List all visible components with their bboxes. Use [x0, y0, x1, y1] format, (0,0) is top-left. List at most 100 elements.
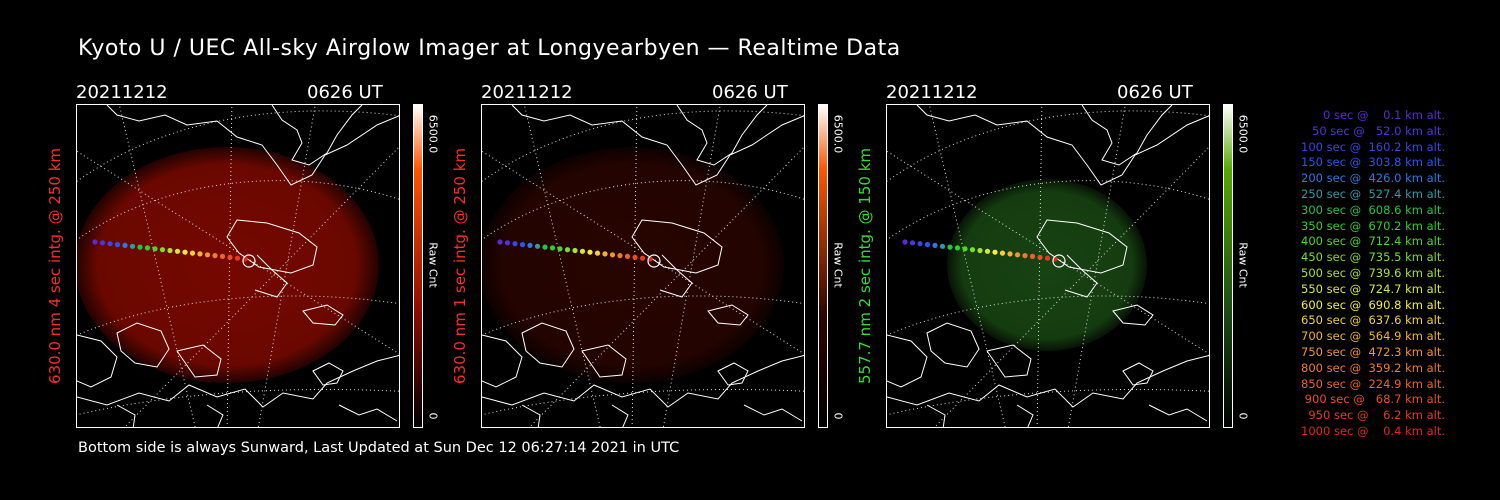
colorbar-max-text: 6500.0 [1236, 114, 1250, 154]
colorbar-max-text: 6500.0 [831, 114, 845, 154]
coastline [1016, 404, 1034, 427]
legend-item: 0 sec @ 0.1 km alt. [1312, 108, 1445, 122]
map-gridline [1036, 105, 1043, 427]
trajectory-point [902, 239, 908, 245]
legend-item: 600 sec @ 690.8 km alt. [1297, 297, 1445, 312]
coastline [717, 362, 749, 386]
colorbar [1223, 104, 1233, 428]
trajectory-point [639, 255, 646, 261]
trajectory-point [1014, 252, 1021, 258]
legend-item: 350 sec @ 670.2 km alt. [1297, 218, 1445, 233]
colorbar-unit-label: Raw Cnt [831, 235, 845, 295]
footer-status: Bottom side is always Sunward, Last Upda… [78, 440, 680, 456]
trajectory-point [1022, 253, 1028, 259]
trajectory-point [107, 241, 113, 247]
coastline [887, 354, 1209, 408]
trajectory-point [114, 242, 121, 248]
legend-item: 700 sec @ 564.9 km alt. [1297, 329, 1445, 344]
panel-time: 0626 UT [1117, 82, 1193, 103]
coastline [226, 219, 318, 274]
coastline [986, 344, 1032, 378]
allsky-image [481, 104, 805, 428]
coastline [77, 334, 118, 388]
coastline [926, 322, 980, 368]
map-gridline [482, 388, 804, 416]
colorbar-max-label: 6500.0 [831, 104, 845, 164]
colorbar-max-text: 6500.0 [426, 114, 440, 154]
coastline [611, 404, 629, 427]
trajectory-point [122, 242, 128, 248]
trajectory-point [962, 246, 968, 252]
legend-item: 650 sec @ 637.6 km alt. [1297, 313, 1445, 328]
coastline [254, 254, 288, 298]
coastline [1036, 219, 1128, 274]
colorbar-unit-label: Raw Cnt [1236, 235, 1250, 295]
trajectory-point [572, 247, 578, 254]
trajectory-point [924, 242, 931, 248]
map-svg [887, 105, 1209, 427]
station-marker [1052, 254, 1066, 268]
legend-item: 850 sec @ 224.9 km alt. [1297, 376, 1445, 391]
coastline [659, 254, 693, 298]
airglow-field [482, 147, 784, 383]
legend-item: 550 sec @ 724.7 km alt. [1297, 281, 1445, 296]
trajectory-point [1037, 254, 1043, 260]
colorbar-max-label: 6500.0 [426, 104, 440, 164]
trajectory-point [557, 246, 563, 252]
panel-date: 20211212 [886, 82, 978, 103]
trajectory-point [587, 249, 593, 255]
coastline [338, 404, 398, 422]
trajectory-point [624, 253, 631, 259]
trajectory-point [542, 244, 548, 250]
coastline [482, 334, 523, 388]
trajectory-point [512, 241, 518, 247]
trajectory-point [234, 255, 241, 261]
map-gridline [77, 150, 399, 355]
station-marker [242, 254, 256, 268]
trajectory-point [947, 244, 953, 250]
trajectory-point [617, 253, 623, 259]
imager-panel-2: 20211212 0626 UT 630.0 nm 1 sec intg. @ … [451, 80, 901, 432]
trajectory-point [534, 243, 541, 249]
legend-item: 100 sec @ 160.2 km alt. [1297, 139, 1445, 154]
trajectory-point [1007, 251, 1013, 257]
airglow-field [77, 147, 379, 383]
trajectory-point [92, 239, 98, 245]
trajectory-point [1044, 255, 1051, 261]
coastline [743, 404, 803, 422]
colorbar-min-text: 0 [831, 412, 845, 420]
trajectory-point [939, 243, 946, 249]
panel-ylabel: 630.0 nm 1 sec intg. @ 250 km [448, 104, 472, 428]
colorbar-min-text: 0 [426, 412, 440, 420]
colorbar-min-label: 0 [1236, 413, 1250, 427]
coastline [521, 322, 575, 368]
trajectory-point [984, 248, 991, 254]
legend-item: 800 sec @ 359.2 km alt. [1297, 360, 1445, 375]
page-title: Kyoto U / UEC All-sky Airglow Imager at … [78, 36, 901, 61]
coastline [1122, 362, 1154, 386]
trajectory-point [129, 243, 136, 249]
colorbar [413, 104, 423, 428]
coastline [1112, 304, 1154, 326]
panel-ylabel: 557.7 nm 2 sec intg. @ 150 km [853, 104, 877, 428]
coastline [176, 344, 222, 378]
trajectory-point [189, 250, 196, 256]
trajectory-point [99, 240, 106, 246]
trajectory-point [152, 246, 158, 252]
trajectory-point [632, 254, 638, 260]
colorbar-min-label: 0 [426, 413, 440, 427]
airglow-field [947, 179, 1147, 351]
colorbar-min-text: 0 [1236, 412, 1250, 420]
legend-item: 450 sec @ 735.5 km alt. [1297, 250, 1445, 265]
trajectory-point [212, 253, 218, 259]
coastline [511, 105, 804, 186]
allsky-image [76, 104, 400, 428]
legend-item: 900 sec @ 68.7 km alt. [1301, 392, 1445, 407]
trajectory-point [969, 247, 976, 253]
coastline [302, 304, 344, 326]
colorbar-unit-text: Raw Cnt [831, 242, 845, 288]
trajectory-point [992, 249, 998, 255]
coastline [106, 105, 399, 186]
rocket-altitude-legend: 0 sec @ 0.1 km alt. 50 sec @ 52.0 km alt… [1262, 108, 1445, 440]
legend-item: 500 sec @ 739.6 km alt. [1297, 265, 1445, 280]
